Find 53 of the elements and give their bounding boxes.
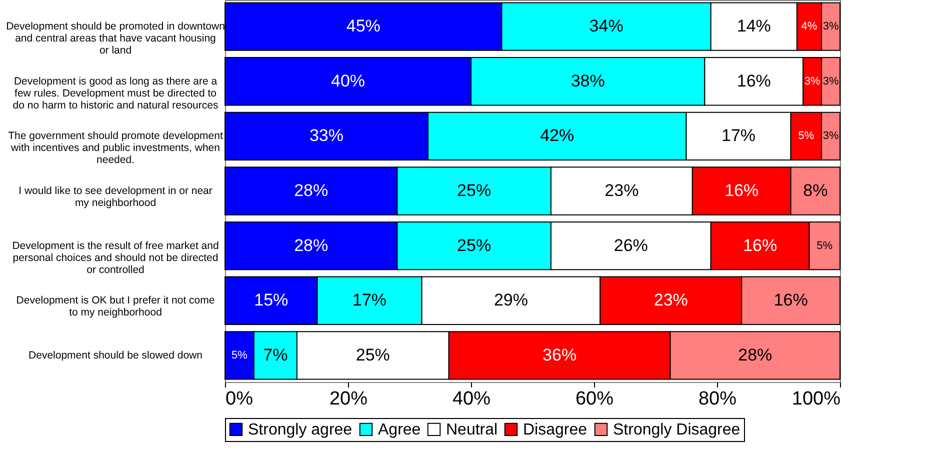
data-label: 25% xyxy=(457,181,492,200)
y-tick-label: The government should promote development with incentives and public investments, when needed. xyxy=(8,130,223,166)
y-tick-label: Development is OK but I prefer it not come to my neighborhood xyxy=(16,294,215,319)
data-label: 42% xyxy=(540,126,574,146)
data-label: 25% xyxy=(457,236,492,255)
y-tick-label: Development should be slowed down xyxy=(28,349,203,362)
x-tick-label: 80% xyxy=(698,388,737,410)
data-label: 4% xyxy=(801,20,818,33)
x-tick-label: 60% xyxy=(575,388,614,410)
data-label: 16% xyxy=(774,290,808,310)
legend-label: Agree xyxy=(378,421,421,438)
data-label: 3% xyxy=(822,20,839,33)
data-label: 8% xyxy=(803,181,828,200)
legend-label: Strongly agree xyxy=(248,421,352,438)
data-label: 3% xyxy=(822,75,839,88)
data-label: 40% xyxy=(330,71,366,90)
data-label: 15% xyxy=(254,290,288,310)
data-label: 45% xyxy=(346,16,380,36)
data-label: 26% xyxy=(614,236,648,255)
x-tick-label: 20% xyxy=(329,388,368,410)
data-label: 7% xyxy=(263,345,288,364)
data-label: 5% xyxy=(798,130,814,142)
data-label: 3% xyxy=(804,75,820,88)
data-label: 16% xyxy=(724,181,759,200)
y-tick-label: Development should be promoted in downtown and central areas that have vacant housing or land xyxy=(6,20,226,57)
data-label: 28% xyxy=(294,181,328,200)
data-label: 14% xyxy=(736,16,771,36)
data-label: 5% xyxy=(232,349,248,362)
data-label: 5% xyxy=(816,240,833,252)
x-tick-label: 40% xyxy=(452,388,491,410)
data-label: 23% xyxy=(654,290,688,310)
data-label: 17% xyxy=(352,290,387,310)
data-label: 3% xyxy=(822,130,839,142)
data-label: 17% xyxy=(722,126,756,146)
data-label: 23% xyxy=(604,181,639,200)
y-tick-label: Development is good as long as there are a few rules. Development must be directed to do no harm to historic and natural resources xyxy=(12,75,218,112)
x-tick-label: 100% xyxy=(792,388,841,410)
data-label: 29% xyxy=(494,290,528,310)
legend-label: Disagree xyxy=(523,421,588,438)
data-label: 28% xyxy=(738,345,772,364)
data-label: 16% xyxy=(743,236,778,255)
y-tick-label: I would like to see development in or near my neighborhood xyxy=(18,185,213,209)
data-label: 16% xyxy=(736,71,771,90)
data-label: 36% xyxy=(542,345,577,364)
data-label: 25% xyxy=(356,345,390,364)
data-label: 33% xyxy=(309,126,344,146)
legend-label: Neutral xyxy=(446,421,498,438)
legend-label: Strongly Disagree xyxy=(613,421,740,438)
data-label: 28% xyxy=(294,236,328,255)
x-tick-label: 0% xyxy=(226,388,254,410)
y-tick-label: Development is the result of free market and personal choices and should not be directed or controlled xyxy=(12,240,219,276)
data-label: 34% xyxy=(589,16,624,36)
data-label: 38% xyxy=(570,71,605,90)
